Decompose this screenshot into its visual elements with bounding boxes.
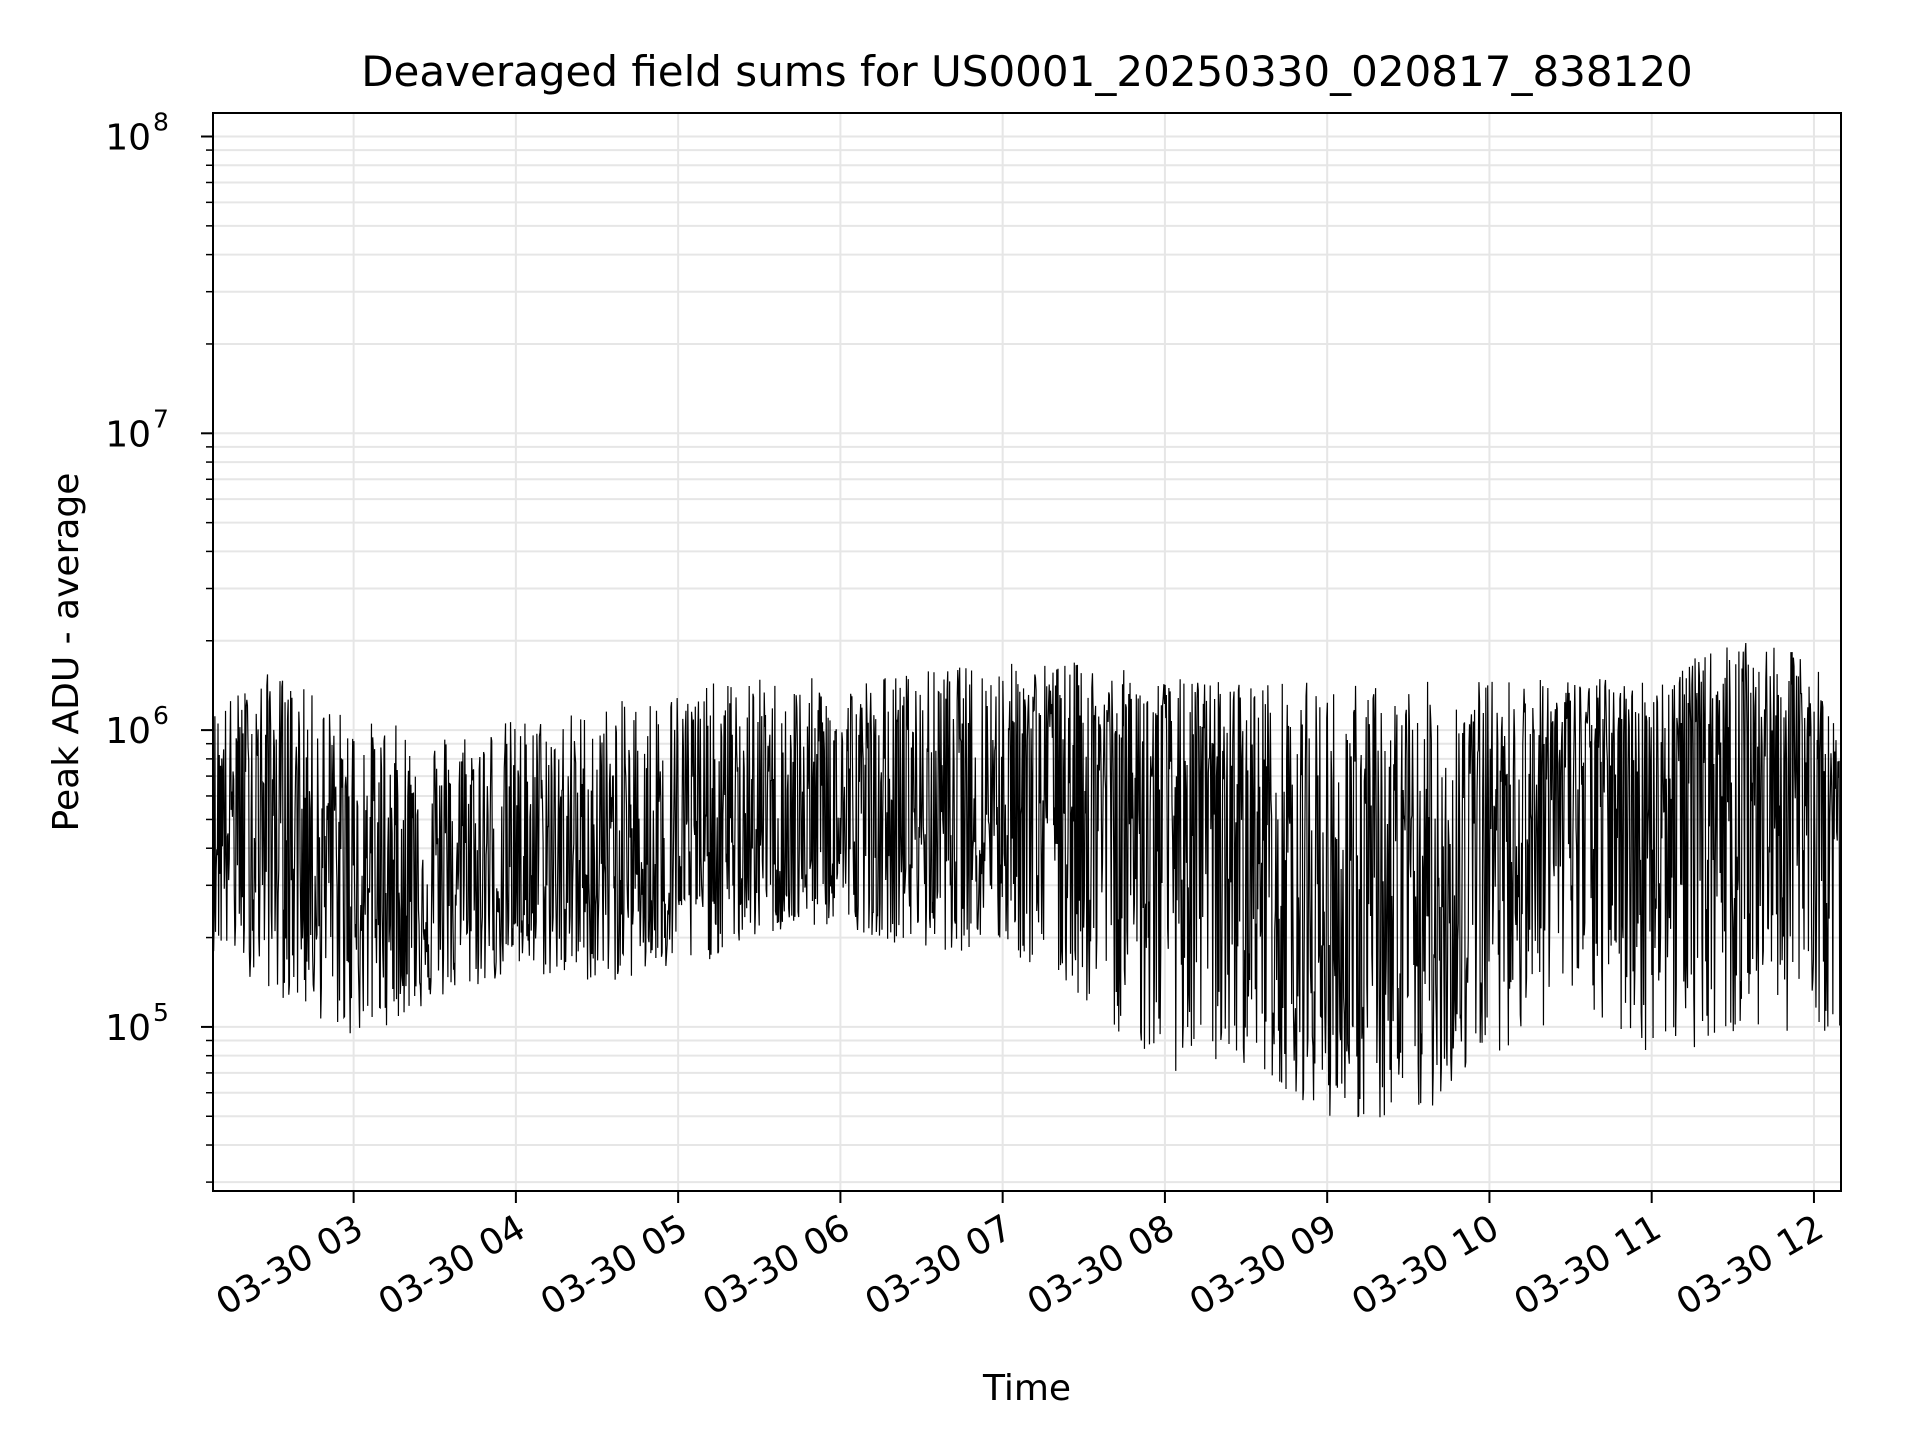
y-tick-label: 10 — [105, 414, 151, 455]
y-axis-label: Peak ADU - average — [46, 473, 87, 832]
y-tick-label: 10 — [105, 118, 151, 159]
chart-title: Deaveraged field sums for US0001_2025033… — [361, 47, 1693, 96]
y-tick-label: 10 — [105, 1008, 151, 1049]
series-line — [212, 642, 1842, 1118]
plot-frame — [212, 112, 1842, 1192]
y-tick-exponent: 7 — [153, 404, 169, 433]
y-tick-exponent: 6 — [153, 701, 169, 730]
y-tick-exponent: 8 — [153, 108, 169, 137]
x-axis-label: Time — [982, 1368, 1071, 1409]
series-path — [212, 642, 1842, 1118]
y-tick-label: 10 — [105, 711, 151, 752]
y-tick-exponent: 5 — [153, 998, 169, 1027]
